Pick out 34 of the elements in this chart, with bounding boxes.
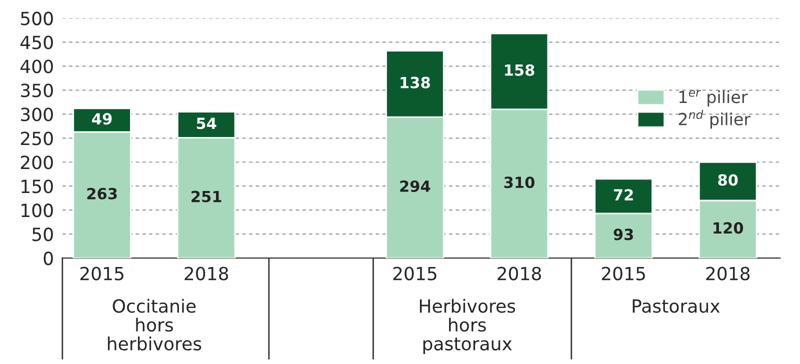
text: Pastoraux [632, 299, 720, 313]
data-label: 54 [196, 118, 216, 130]
legend-label: 1$^{er}$ pilier [679, 90, 748, 106]
data-label: 310 [504, 176, 534, 188]
y-tick-label: 0 [44, 252, 53, 266]
data-label: 263 [87, 188, 117, 200]
data-label: 138 [400, 76, 430, 88]
data-label: 251 [192, 190, 222, 202]
y-tick-label: 100 [22, 204, 53, 218]
data-label: 93 [614, 228, 633, 240]
x-tick-label: 2018 [706, 266, 750, 280]
x-tick-label: 2015 [602, 266, 645, 280]
y-tick-label: 250 [20, 132, 53, 146]
text: Occitanie hors herbivores [108, 298, 202, 351]
data-label: 80 [718, 174, 738, 186]
x-tick-label: 2018 [184, 266, 228, 280]
y-tick-label: 450 [20, 36, 53, 50]
y-tick-label: 50 [32, 228, 53, 242]
data-label: 120 [714, 222, 744, 234]
data-label: 72 [614, 189, 633, 200]
y-tick-label: 150 [22, 180, 53, 194]
y-tick-label: 300 [20, 108, 53, 122]
data-label: 294 [400, 180, 430, 192]
y-tick-label: 200 [20, 156, 53, 170]
text: Herbivores hors pastoraux [420, 298, 516, 354]
x-tick-label: 2015 [393, 266, 436, 280]
y-tick-label: 350 [20, 84, 53, 98]
data-label: 49 [92, 113, 112, 125]
x-tick-label: 2018 [498, 266, 541, 280]
legend-label: 2$^{nd}$ pilier [678, 110, 751, 129]
data-label: 158 [505, 64, 534, 76]
x-tick-label: 2015 [80, 266, 124, 280]
y-tick-label: 400 [20, 60, 53, 74]
y-tick-label: 500 [20, 12, 53, 26]
